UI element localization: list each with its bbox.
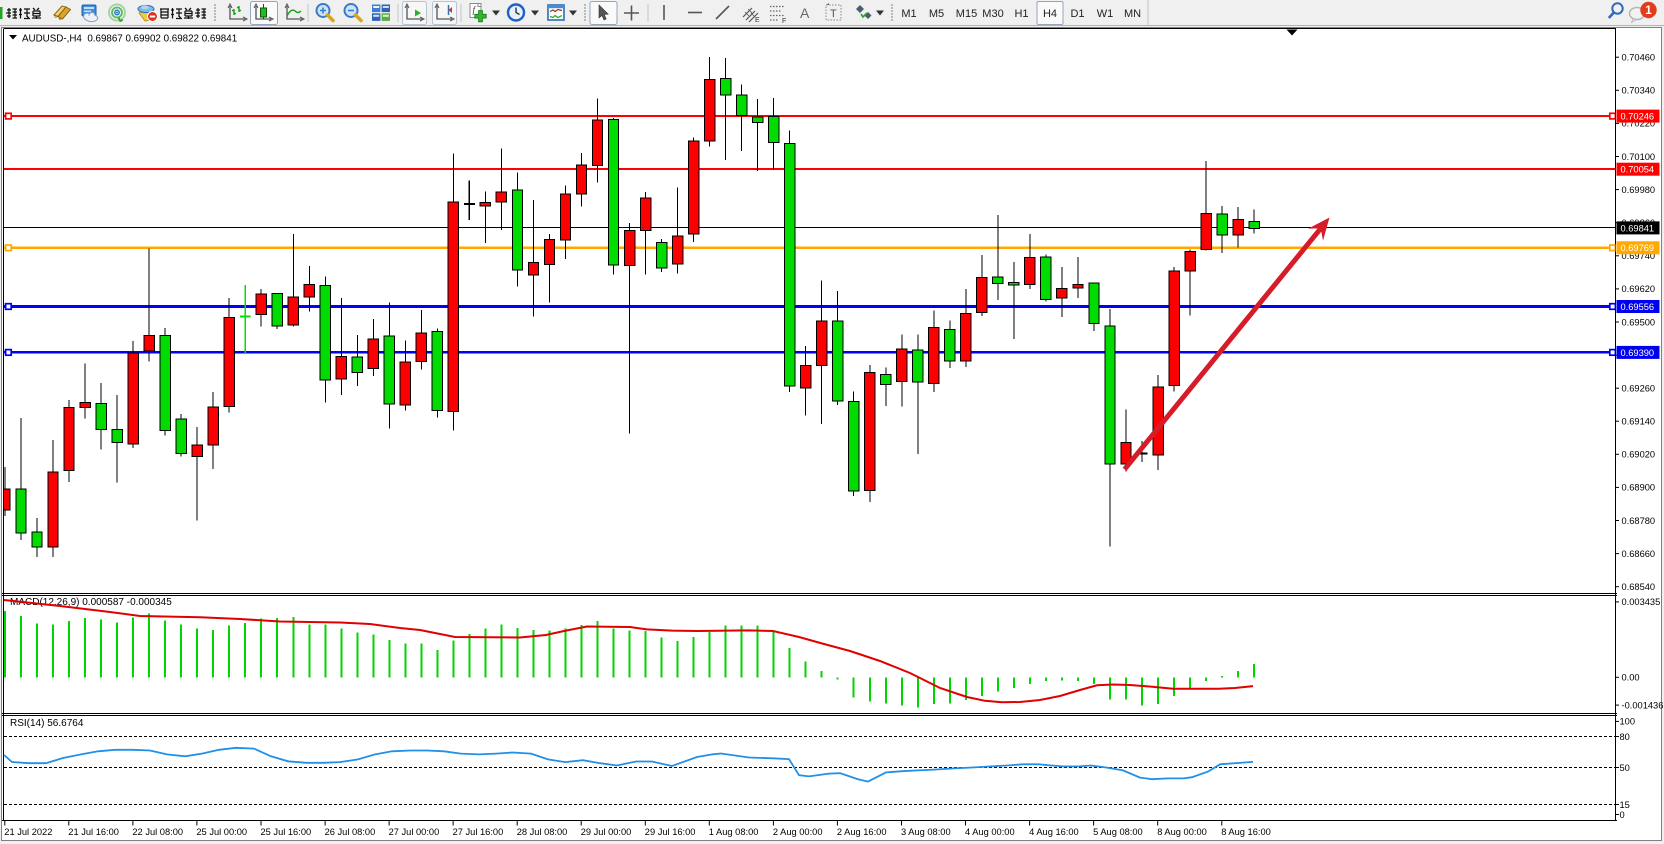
svg-text:29 Jul 00:00: 29 Jul 00:00 bbox=[581, 827, 632, 837]
svg-text:26 Jul 08:00: 26 Jul 08:00 bbox=[325, 827, 376, 837]
svg-text:80: 80 bbox=[1620, 732, 1630, 742]
svg-text:0.69260: 0.69260 bbox=[1622, 384, 1656, 394]
svg-text:4 Aug 00:00: 4 Aug 00:00 bbox=[965, 827, 1015, 837]
svg-text:0.69140: 0.69140 bbox=[1622, 417, 1656, 427]
svg-text:25 Jul 16:00: 25 Jul 16:00 bbox=[261, 827, 312, 837]
svg-text:MACD(12,26,9) 0.000587 -0.0003: MACD(12,26,9) 0.000587 -0.000345 bbox=[10, 597, 172, 608]
svg-text:1 Aug 08:00: 1 Aug 08:00 bbox=[709, 827, 759, 837]
svg-text:M30: M30 bbox=[982, 8, 1003, 20]
svg-text:MN: MN bbox=[1124, 8, 1141, 20]
svg-text:27 Jul 16:00: 27 Jul 16:00 bbox=[453, 827, 504, 837]
svg-text:8 Aug 16:00: 8 Aug 16:00 bbox=[1221, 827, 1271, 837]
svg-text:0.69620: 0.69620 bbox=[1622, 284, 1656, 294]
svg-text:AUDUSD-,H4 0.69867 0.69902 0.: AUDUSD-,H4 0.69867 0.69902 0.69822 0.698… bbox=[22, 34, 237, 45]
svg-text:M1: M1 bbox=[901, 8, 916, 20]
svg-text:29 Jul 16:00: 29 Jul 16:00 bbox=[645, 827, 696, 837]
svg-text:0.70340: 0.70340 bbox=[1622, 86, 1656, 96]
svg-text:2 Aug 16:00: 2 Aug 16:00 bbox=[837, 827, 887, 837]
svg-text:f: f bbox=[473, 5, 477, 15]
svg-text:H1: H1 bbox=[1014, 8, 1028, 20]
svg-text:100: 100 bbox=[1620, 717, 1636, 727]
svg-text:27 Jul 00:00: 27 Jul 00:00 bbox=[389, 827, 440, 837]
svg-text:0: 0 bbox=[1620, 810, 1625, 820]
svg-text:25 Jul 00:00: 25 Jul 00:00 bbox=[196, 827, 247, 837]
svg-text:2 Aug 00:00: 2 Aug 00:00 bbox=[773, 827, 823, 837]
svg-text:1: 1 bbox=[1645, 3, 1652, 17]
svg-text:3 Aug 08:00: 3 Aug 08:00 bbox=[901, 827, 951, 837]
svg-text:A: A bbox=[800, 5, 810, 21]
svg-text:50: 50 bbox=[1620, 763, 1630, 773]
svg-text:4 Aug 16:00: 4 Aug 16:00 bbox=[1029, 827, 1079, 837]
svg-text:M5: M5 bbox=[929, 8, 944, 20]
svg-text:0.68660: 0.68660 bbox=[1622, 549, 1656, 559]
svg-text:15: 15 bbox=[1620, 800, 1630, 810]
svg-text:E: E bbox=[755, 17, 760, 24]
svg-text:0.69740: 0.69740 bbox=[1622, 251, 1656, 261]
svg-text:0.69841: 0.69841 bbox=[1621, 223, 1655, 233]
svg-text:0.68780: 0.68780 bbox=[1622, 516, 1656, 526]
svg-text:D1: D1 bbox=[1070, 8, 1084, 20]
svg-text:0.00: 0.00 bbox=[1622, 673, 1640, 683]
svg-text:0.69020: 0.69020 bbox=[1622, 450, 1656, 460]
svg-text:M15: M15 bbox=[956, 8, 977, 20]
svg-text:0.69769: 0.69769 bbox=[1621, 243, 1655, 253]
svg-text:0.68900: 0.68900 bbox=[1622, 483, 1656, 493]
svg-text:W1: W1 bbox=[1097, 8, 1114, 20]
svg-text:5 Aug 08:00: 5 Aug 08:00 bbox=[1093, 827, 1143, 837]
svg-text:0.70054: 0.70054 bbox=[1621, 165, 1655, 175]
svg-text:28 Jul 08:00: 28 Jul 08:00 bbox=[517, 827, 568, 837]
svg-text:0.69556: 0.69556 bbox=[1621, 302, 1655, 312]
svg-text:0.70100: 0.70100 bbox=[1622, 152, 1656, 162]
svg-text:21 Jul 2022: 21 Jul 2022 bbox=[4, 827, 52, 837]
svg-text:8 Aug 00:00: 8 Aug 00:00 bbox=[1157, 827, 1207, 837]
svg-text:0.70460: 0.70460 bbox=[1622, 53, 1656, 63]
svg-text:H4: H4 bbox=[1043, 8, 1057, 20]
svg-text:-0.001436: -0.001436 bbox=[1622, 700, 1664, 710]
svg-text:0.70220: 0.70220 bbox=[1622, 119, 1656, 129]
svg-text:0.69390: 0.69390 bbox=[1621, 348, 1655, 358]
svg-text:0.003435: 0.003435 bbox=[1622, 597, 1661, 607]
svg-text:RSI(14) 56.6764: RSI(14) 56.6764 bbox=[10, 718, 84, 729]
svg-text:0.69500: 0.69500 bbox=[1622, 317, 1656, 327]
svg-text:0.69980: 0.69980 bbox=[1622, 185, 1656, 195]
svg-text:0.68540: 0.68540 bbox=[1622, 582, 1656, 592]
svg-text:21 Jul 16:00: 21 Jul 16:00 bbox=[68, 827, 119, 837]
svg-text:22 Jul 08:00: 22 Jul 08:00 bbox=[132, 827, 183, 837]
svg-text:0.70246: 0.70246 bbox=[1621, 112, 1655, 122]
svg-text:T: T bbox=[830, 8, 837, 20]
svg-text:F: F bbox=[782, 18, 786, 25]
